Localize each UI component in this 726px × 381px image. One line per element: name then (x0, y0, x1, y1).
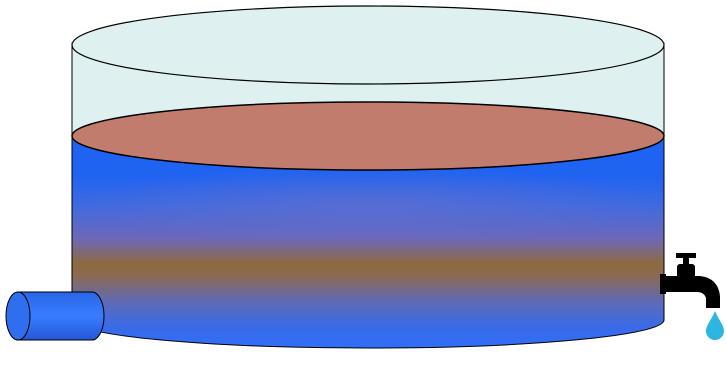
faucet-handle-stem (683, 256, 689, 266)
outlet-faucet (660, 253, 720, 308)
faucet-spout (660, 276, 720, 308)
faucet-valve (677, 264, 695, 278)
tank-rim (71, 5, 665, 85)
faucet-handle-top (676, 253, 696, 258)
faucet-flange (660, 274, 666, 294)
inlet-pipe-opening (5, 291, 31, 341)
water-surface (71, 101, 665, 171)
water-inner-reflection (76, 165, 660, 245)
water-tank (71, 5, 665, 349)
water-drop (706, 311, 724, 340)
inlet-pipe-body (17, 291, 105, 341)
inlet-pipe (5, 291, 105, 341)
